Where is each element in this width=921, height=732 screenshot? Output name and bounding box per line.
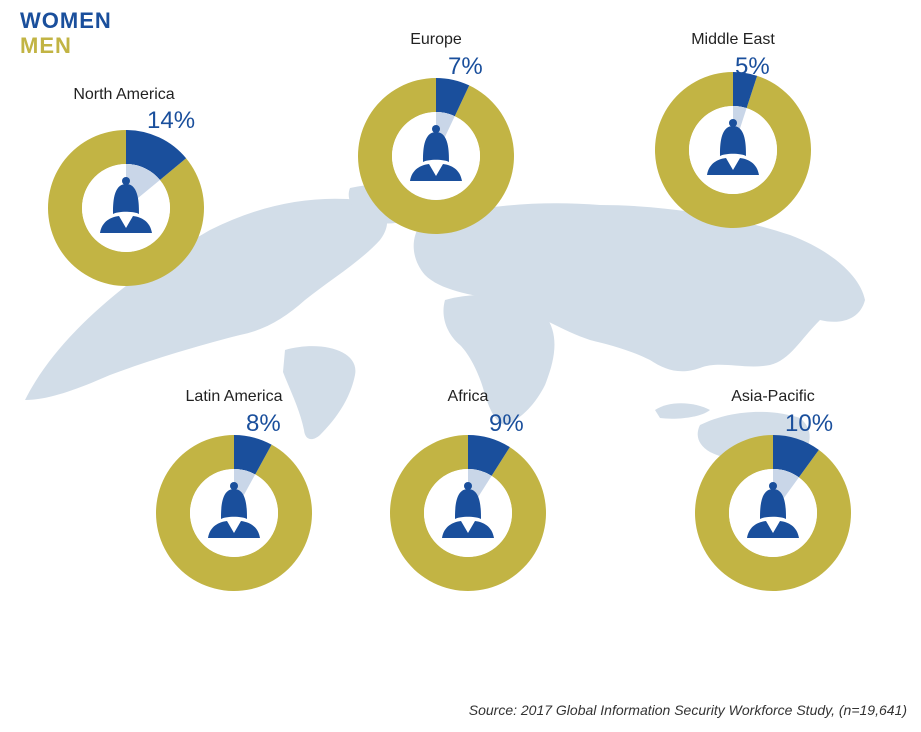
men-slice-latin-america [156, 435, 312, 591]
men-slice-europe [358, 78, 514, 234]
women-percent-europe: 7% [448, 53, 483, 80]
women-slice-north-america [126, 130, 187, 180]
region-label-asia-pacific: Asia-Pacific [731, 388, 815, 405]
men-slice-north-america [48, 130, 205, 286]
region-label-africa: Africa [447, 388, 489, 405]
women-slice-africa [468, 435, 510, 476]
women-percent-africa: 9% [489, 410, 524, 437]
woman-icon [442, 482, 494, 538]
women-slice-middle-east [733, 72, 758, 109]
men-slice-africa [390, 435, 546, 591]
women-percent-north-america: 14% [147, 107, 196, 134]
legend: WOMEN MEN [20, 8, 112, 58]
donut-middle-east [655, 72, 811, 228]
donut-europe [358, 78, 514, 234]
legend-men: MEN [20, 33, 72, 58]
women-slice-europe [436, 78, 470, 117]
donut-asia-pacific [695, 435, 851, 591]
source-note: Source: 2017 Global Information Security… [468, 702, 907, 718]
region-label-north-america: North America [73, 86, 175, 103]
region-label-middle-east: Middle East [691, 31, 775, 48]
region-label-europe: Europe [410, 31, 462, 48]
woman-icon [100, 177, 152, 233]
donut-north-america [48, 130, 205, 286]
women-slice-asia-pacific [773, 435, 819, 478]
woman-icon [410, 125, 462, 181]
map-islands [655, 403, 710, 419]
region-label-latin-america: Latin America [185, 388, 283, 405]
men-slice-middle-east [655, 72, 811, 228]
women-percent-latin-america: 8% [246, 410, 281, 437]
women-slice-latin-america [234, 435, 272, 475]
men-slice-asia-pacific [695, 435, 851, 591]
women-percent-asia-pacific: 10% [785, 410, 834, 437]
woman-icon [747, 482, 799, 538]
woman-icon [707, 119, 759, 175]
map-north-america [25, 198, 388, 400]
donut-latin-america [156, 435, 312, 591]
map-africa [443, 295, 555, 425]
donut-africa [390, 435, 546, 591]
map-south-america [283, 346, 356, 440]
woman-icon [208, 482, 260, 538]
legend-women: WOMEN [20, 8, 112, 33]
map-europe-asia [413, 203, 865, 372]
